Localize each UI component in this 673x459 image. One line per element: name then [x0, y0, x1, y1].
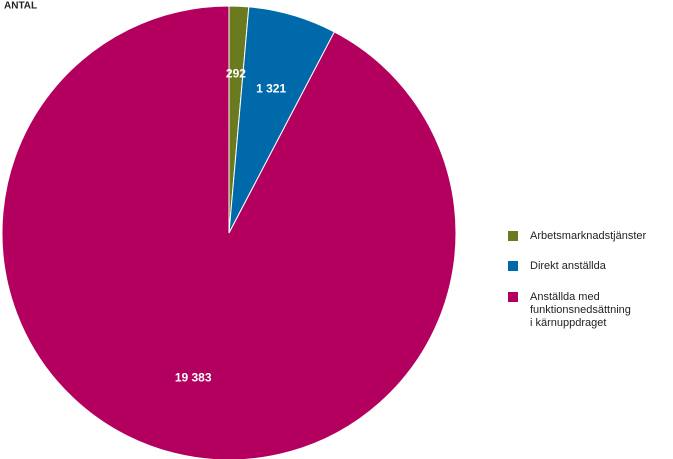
legend-label: Anställda med funktionsnedsättning i kär… [530, 291, 631, 329]
pie-slice [1, 5, 457, 459]
legend-label: Arbetsmarknadstjänster [530, 230, 647, 242]
legend-swatch [508, 261, 518, 271]
data-label: 1 321 [256, 81, 286, 95]
data-label: 19 383 [175, 371, 212, 385]
data-label: 292 [226, 66, 246, 80]
legend-swatch [508, 231, 518, 241]
legend-label: Direkt anställda [530, 260, 606, 272]
legend-swatch [508, 292, 518, 302]
chart-title: ANTAL [4, 1, 37, 12]
